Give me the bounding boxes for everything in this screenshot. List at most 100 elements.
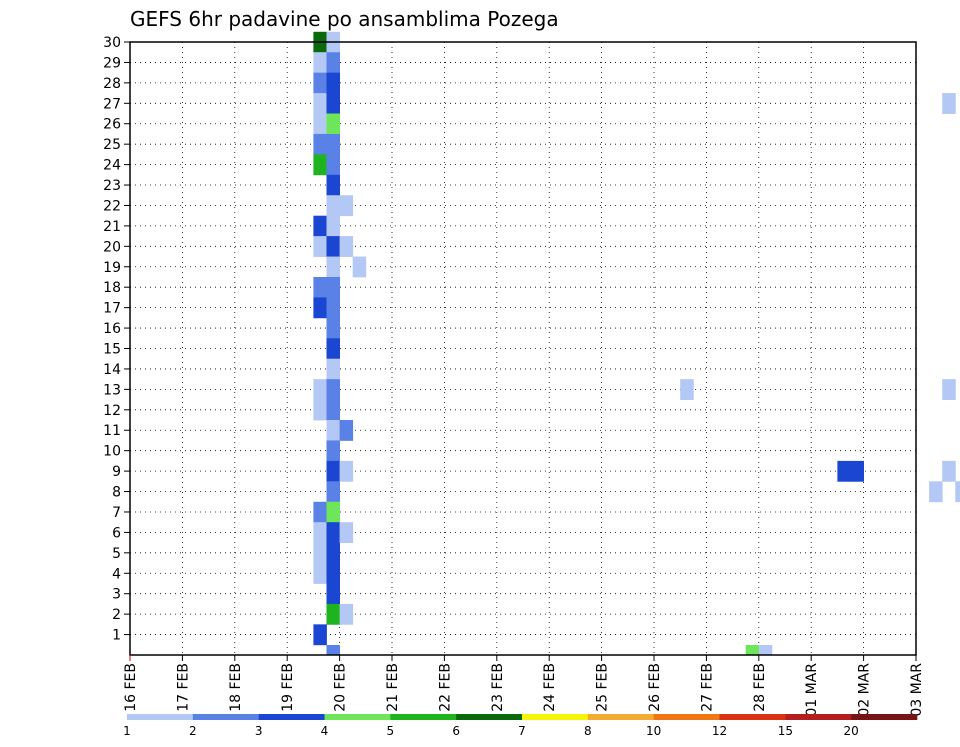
y-tick-label: 24	[103, 158, 121, 174]
y-tick-label: 4	[112, 566, 121, 582]
heatmap-cell	[313, 215, 327, 237]
x-tick-label: 20 FEB	[333, 663, 349, 712]
y-tick-label: 2	[112, 607, 121, 623]
heatmap-cell	[339, 460, 354, 482]
y-tick-label: 29	[103, 55, 121, 71]
x-tick-label: 22 FEB	[437, 663, 453, 712]
x-tick-label: 19 FEB	[280, 663, 296, 712]
heatmap-cell	[313, 379, 327, 400]
x-tick-label: 25 FEB	[595, 663, 611, 712]
y-tick-label: 20	[103, 239, 121, 255]
colorbar-segment	[653, 714, 720, 720]
heatmap-cell	[955, 481, 960, 503]
heatmap-cell	[758, 645, 773, 656]
heatmap-cell	[326, 522, 340, 544]
x-tick-label: 02 MAR	[857, 663, 873, 717]
heatmap-cell	[326, 195, 340, 217]
heatmap-cell	[326, 460, 340, 482]
heatmap-cell	[313, 113, 327, 135]
heatmap-cell	[326, 645, 340, 656]
colorbar-label: 1	[123, 724, 131, 738]
heatmap-cell	[326, 133, 340, 155]
y-tick-label: 3	[112, 587, 121, 603]
colorbar-segment	[127, 714, 194, 720]
heatmap-cell	[326, 358, 340, 380]
plot-frame	[129, 41, 917, 656]
colorbar-label: 20	[844, 724, 859, 738]
grid-lines	[130, 42, 916, 655]
heatmap-cell	[745, 645, 760, 656]
colorbar-label: 6	[452, 724, 460, 738]
x-tick-label: 24 FEB	[542, 663, 558, 712]
heatmap-cell	[326, 583, 340, 605]
y-tick-label: 23	[103, 178, 121, 194]
heatmap-cell	[942, 460, 956, 482]
heatmap-cell	[326, 481, 340, 503]
heatmap-cell	[326, 317, 340, 339]
y-tick-label: 16	[103, 321, 121, 337]
heatmap-cell	[313, 154, 327, 176]
x-tick-label: 16 FEB	[123, 663, 139, 712]
heatmap-cell	[339, 195, 354, 217]
colorbar-label: 15	[778, 724, 793, 738]
colorbar-label: 8	[584, 724, 592, 738]
heatmap-cell	[326, 236, 340, 257]
heatmap-cell	[339, 603, 354, 625]
heatmap-cell	[326, 542, 340, 564]
heatmap-cell	[313, 522, 327, 544]
heatmap-cell	[326, 501, 340, 523]
heatmap-cell	[326, 113, 340, 135]
y-tick-label: 11	[103, 423, 121, 439]
colorbar-label: 4	[321, 724, 329, 738]
colorbar: 1 2 3 4 5 6 7 8 10 12 15 20	[123, 714, 918, 738]
colorbar-segment	[456, 714, 523, 720]
chart-title: GEFS 6hr padavine po ansamblima Pozega	[130, 7, 559, 31]
heatmap-cell	[313, 52, 327, 74]
x-tick-label: 28 FEB	[752, 663, 768, 712]
heatmap-cell	[313, 399, 327, 421]
x-tick-label: 27 FEB	[699, 663, 715, 712]
heatmap-cell	[942, 379, 956, 400]
heatmap-cell	[339, 522, 354, 544]
heatmap-cell	[326, 603, 340, 625]
heatmap-cell	[313, 72, 327, 94]
colorbar-label: 5	[387, 724, 395, 738]
x-axis-ticks: 16 FEB 17 FEB 18 FEB 19 FEB 20 FEB 21 FEB 22 F…	[123, 655, 925, 717]
y-tick-label: 8	[112, 485, 121, 501]
y-tick-label: 12	[103, 403, 121, 419]
heatmap-cell	[313, 624, 327, 646]
heatmap-cell	[339, 420, 354, 441]
x-tick-label: 18 FEB	[228, 663, 244, 712]
colorbar-segment	[324, 714, 391, 720]
heatmap-cell	[313, 297, 327, 319]
y-tick-label: 7	[112, 505, 121, 521]
y-tick-label: 25	[103, 137, 121, 153]
heatmap-cell	[326, 72, 340, 94]
heatmap-cell	[326, 379, 340, 400]
heatmap-cell	[313, 542, 327, 564]
heatmap-cell	[313, 563, 327, 584]
y-tick-label: 22	[103, 198, 121, 214]
y-tick-label: 6	[112, 525, 121, 541]
y-tick-label: 30	[103, 35, 121, 51]
colorbar-segment	[719, 714, 786, 720]
heatmap-cell	[326, 563, 340, 584]
heatmap-cell	[326, 154, 340, 176]
x-tick-label: 03 MAR	[909, 663, 925, 717]
heatmap-cell	[313, 133, 327, 155]
y-tick-label: 13	[103, 382, 121, 398]
colorbar-segment	[587, 714, 654, 720]
heatmap-cell	[680, 379, 694, 400]
y-tick-label: 28	[103, 76, 121, 92]
colorbar-segment	[785, 714, 852, 720]
heatmap-cell	[326, 52, 340, 74]
y-tick-label: 5	[112, 546, 121, 562]
y-tick-label: 27	[103, 96, 121, 112]
y-tick-label: 10	[103, 444, 121, 460]
heatmap-cells	[313, 31, 960, 656]
heatmap-cell	[313, 276, 327, 298]
heatmap-cell	[929, 481, 943, 503]
y-tick-label: 21	[103, 219, 121, 235]
heatmap-cell	[326, 399, 340, 421]
heatmap-cell	[352, 256, 367, 278]
